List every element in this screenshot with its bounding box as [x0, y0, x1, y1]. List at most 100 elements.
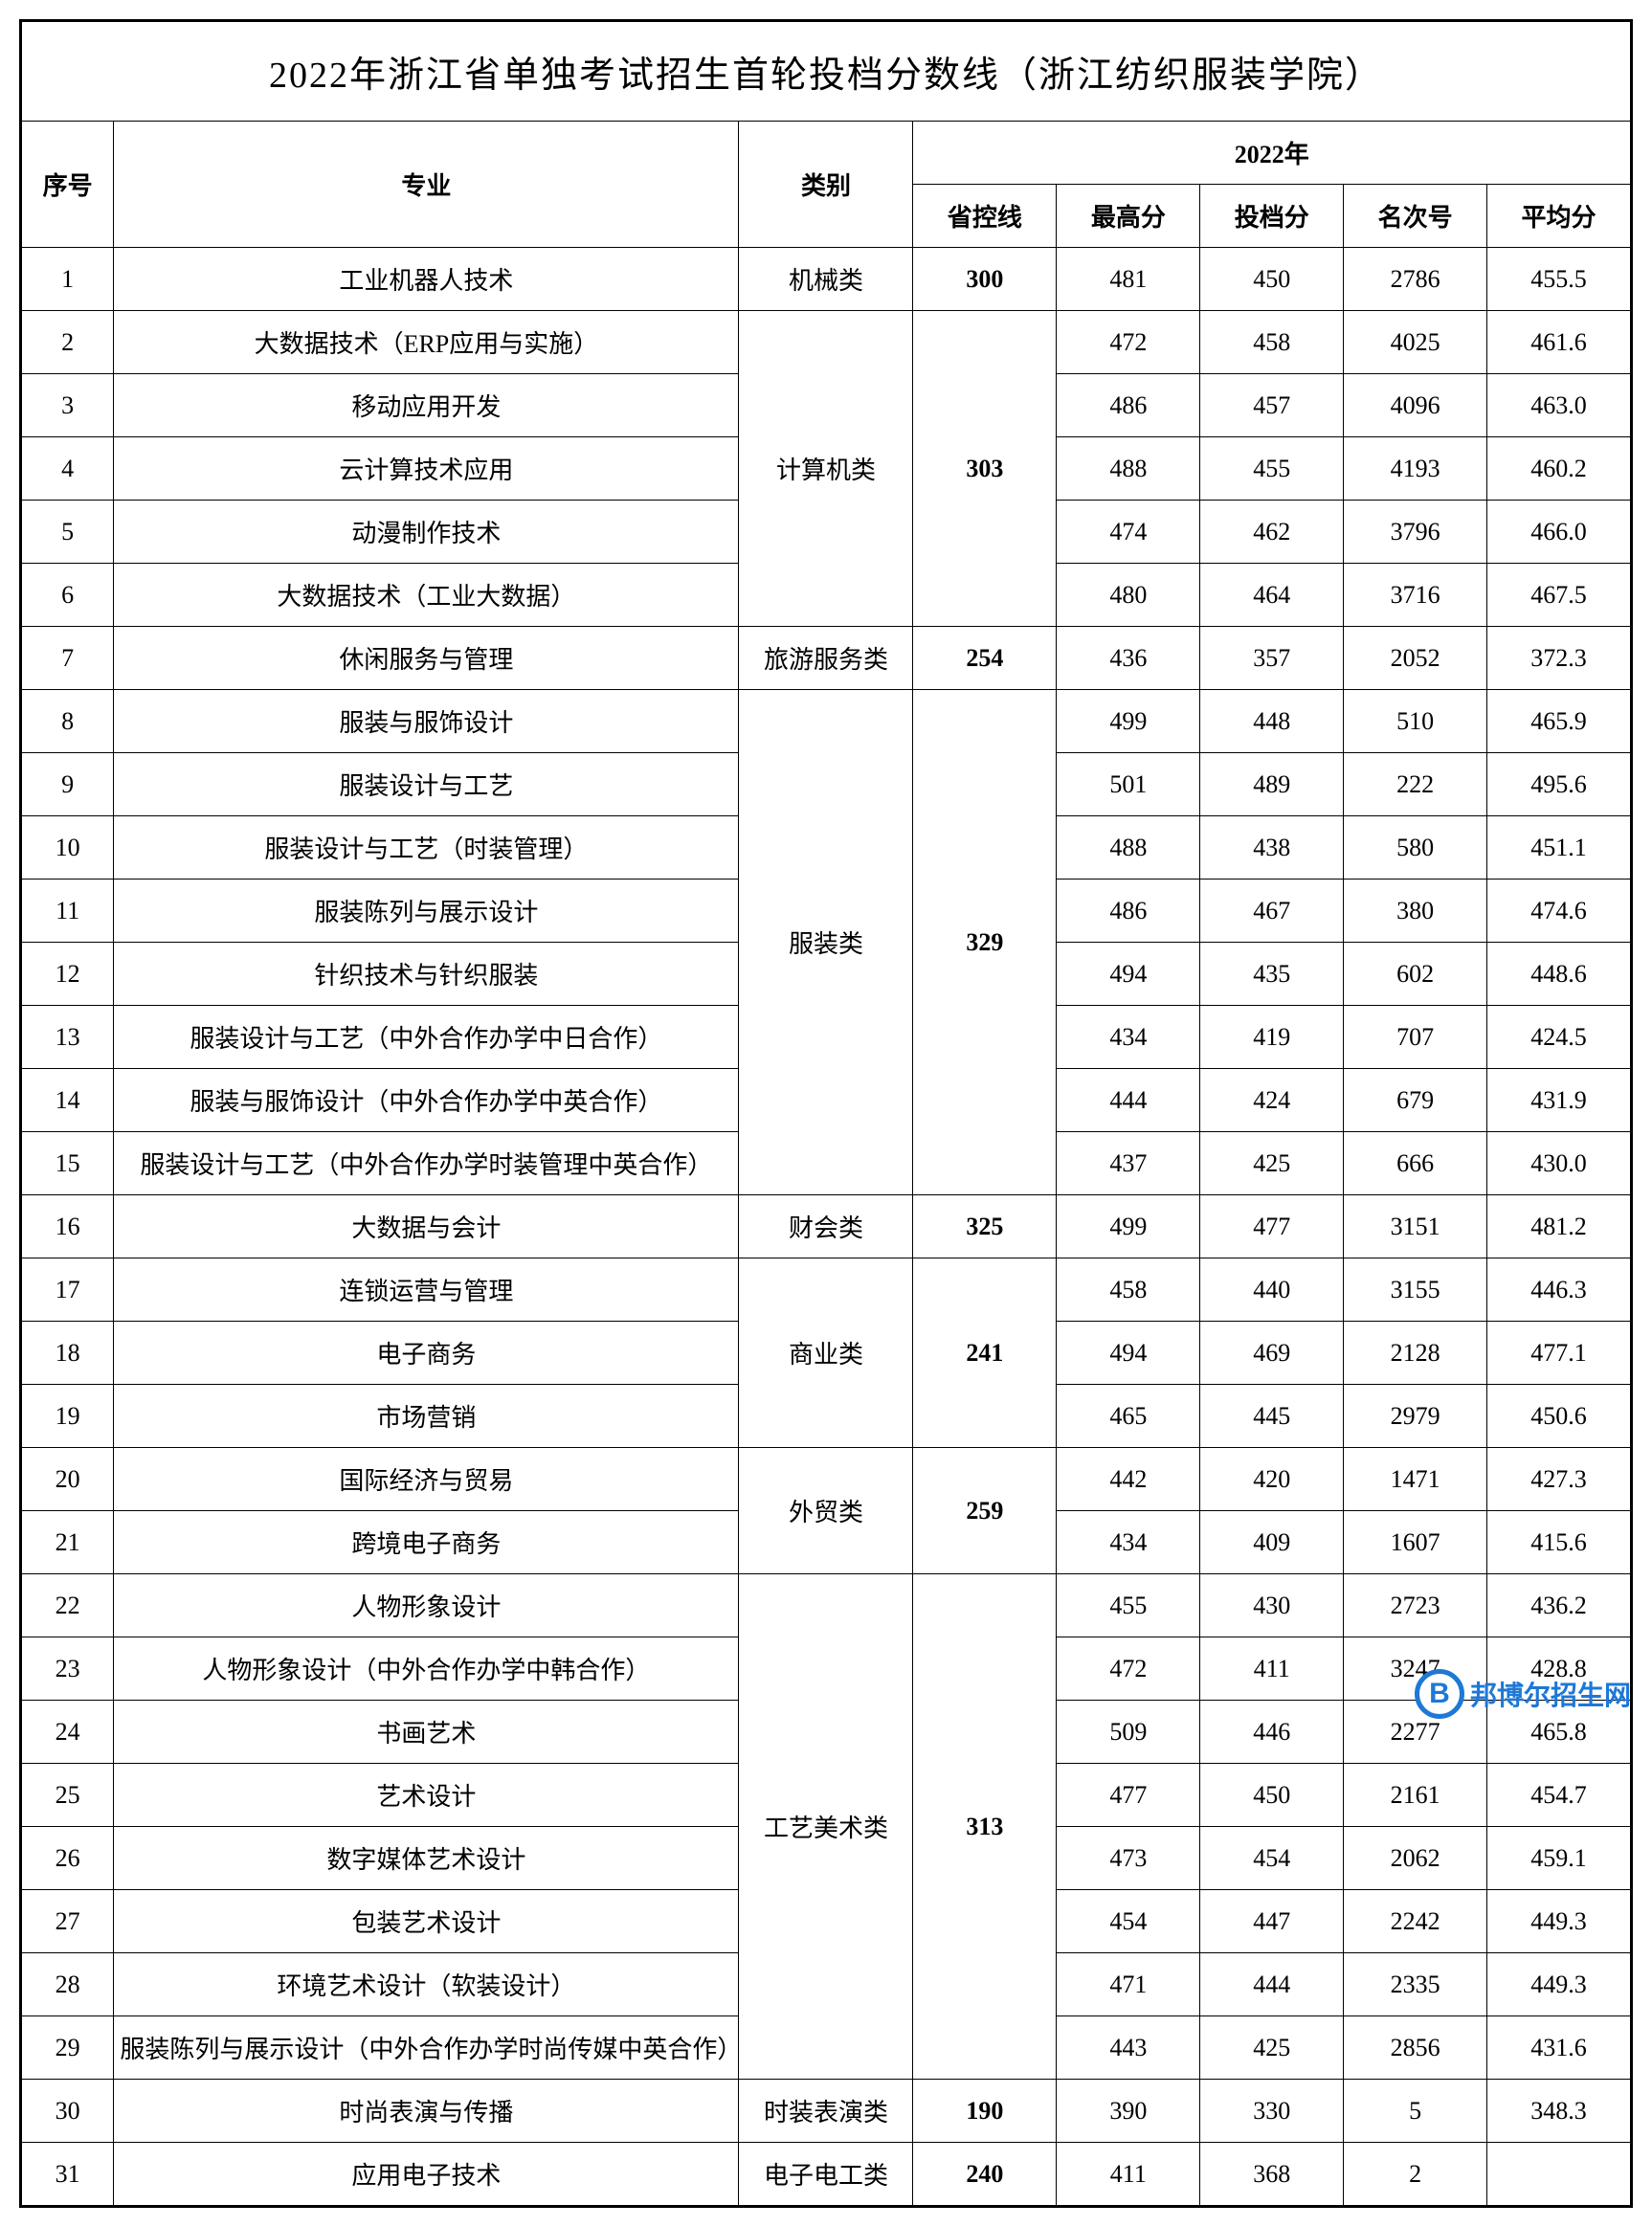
row-rank: 3247	[1344, 1637, 1487, 1701]
row-max: 411	[1057, 2143, 1200, 2206]
row-cast: 409	[1200, 1511, 1344, 1574]
row-rank: 5	[1344, 2080, 1487, 2143]
table-row: 31应用电子技术电子电工类2404113682	[22, 2143, 1631, 2206]
row-rank: 1607	[1344, 1511, 1487, 1574]
row-max: 494	[1057, 1322, 1200, 1385]
row-major: 书画艺术	[114, 1701, 739, 1764]
row-max: 454	[1057, 1890, 1200, 1953]
row-avg: 436.2	[1487, 1574, 1631, 1637]
row-index: 15	[22, 1132, 114, 1195]
row-major: 服装设计与工艺（时装管理）	[114, 816, 739, 880]
row-rank: 2723	[1344, 1574, 1487, 1637]
row-cast: 438	[1200, 816, 1344, 880]
row-avg: 451.1	[1487, 816, 1631, 880]
header-control: 省控线	[913, 185, 1057, 248]
row-rank: 2052	[1344, 627, 1487, 690]
row-index: 6	[22, 564, 114, 627]
header-category: 类别	[739, 122, 913, 248]
row-major: 服装与服饰设计（中外合作办学中英合作）	[114, 1069, 739, 1132]
row-rank: 2786	[1344, 248, 1487, 311]
row-major: 工业机器人技术	[114, 248, 739, 311]
table-row: 22人物形象设计工艺美术类3134554302723436.2	[22, 1574, 1631, 1637]
row-rank: 3796	[1344, 501, 1487, 564]
row-index: 1	[22, 248, 114, 311]
row-cast: 477	[1200, 1195, 1344, 1258]
row-major: 服装设计与工艺（中外合作办学中日合作）	[114, 1006, 739, 1069]
row-index: 10	[22, 816, 114, 880]
row-max: 486	[1057, 880, 1200, 943]
row-rank: 679	[1344, 1069, 1487, 1132]
row-max: 444	[1057, 1069, 1200, 1132]
row-cast: 448	[1200, 690, 1344, 753]
row-major: 应用电子技术	[114, 2143, 739, 2206]
row-cast: 489	[1200, 753, 1344, 816]
row-index: 13	[22, 1006, 114, 1069]
row-major: 数字媒体艺术设计	[114, 1827, 739, 1890]
row-cast: 440	[1200, 1258, 1344, 1322]
row-index: 29	[22, 2016, 114, 2080]
row-max: 509	[1057, 1701, 1200, 1764]
row-rank: 580	[1344, 816, 1487, 880]
row-avg: 428.8	[1487, 1637, 1631, 1701]
row-cast: 447	[1200, 1890, 1344, 1953]
row-max: 465	[1057, 1385, 1200, 1448]
row-category: 商业类	[739, 1258, 913, 1448]
row-max: 488	[1057, 816, 1200, 880]
row-max: 436	[1057, 627, 1200, 690]
row-rank: 2242	[1344, 1890, 1487, 1953]
row-index: 8	[22, 690, 114, 753]
row-index: 14	[22, 1069, 114, 1132]
row-max: 472	[1057, 1637, 1200, 1701]
row-rank: 510	[1344, 690, 1487, 753]
row-category: 服装类	[739, 690, 913, 1195]
header-avg: 平均分	[1487, 185, 1631, 248]
row-control: 325	[913, 1195, 1057, 1258]
row-major: 市场营销	[114, 1385, 739, 1448]
row-cast: 435	[1200, 943, 1344, 1006]
row-rank: 4096	[1344, 374, 1487, 437]
row-index: 21	[22, 1511, 114, 1574]
header-rank: 名次号	[1344, 185, 1487, 248]
row-cast: 450	[1200, 248, 1344, 311]
row-rank: 2277	[1344, 1701, 1487, 1764]
table-row: 7休闲服务与管理旅游服务类2544363572052372.3	[22, 627, 1631, 690]
row-category: 财会类	[739, 1195, 913, 1258]
row-cast: 357	[1200, 627, 1344, 690]
row-rank: 2856	[1344, 2016, 1487, 2080]
row-category: 机械类	[739, 248, 913, 311]
row-cast: 368	[1200, 2143, 1344, 2206]
row-avg: 495.6	[1487, 753, 1631, 816]
row-rank: 2062	[1344, 1827, 1487, 1890]
row-max: 434	[1057, 1511, 1200, 1574]
header-cast: 投档分	[1200, 185, 1344, 248]
row-index: 16	[22, 1195, 114, 1258]
row-avg: 348.3	[1487, 2080, 1631, 2143]
table-row: 20国际经济与贸易外贸类2594424201471427.3	[22, 1448, 1631, 1511]
row-category: 旅游服务类	[739, 627, 913, 690]
row-major: 大数据技术（工业大数据）	[114, 564, 739, 627]
row-index: 2	[22, 311, 114, 374]
table-row: 1工业机器人技术机械类3004814502786455.5	[22, 248, 1631, 311]
row-avg: 455.5	[1487, 248, 1631, 311]
row-cast: 411	[1200, 1637, 1344, 1701]
row-major: 移动应用开发	[114, 374, 739, 437]
row-index: 27	[22, 1890, 114, 1953]
row-control: 300	[913, 248, 1057, 311]
row-avg: 431.9	[1487, 1069, 1631, 1132]
row-avg: 446.3	[1487, 1258, 1631, 1322]
table-row: 8服装与服饰设计服装类329499448510465.9	[22, 690, 1631, 753]
row-major: 服装与服饰设计	[114, 690, 739, 753]
row-cast: 425	[1200, 1132, 1344, 1195]
row-avg: 454.7	[1487, 1764, 1631, 1827]
row-index: 25	[22, 1764, 114, 1827]
row-category: 外贸类	[739, 1448, 913, 1574]
row-cast: 425	[1200, 2016, 1344, 2080]
row-index: 17	[22, 1258, 114, 1322]
row-index: 4	[22, 437, 114, 501]
row-rank: 3155	[1344, 1258, 1487, 1322]
row-avg: 477.1	[1487, 1322, 1631, 1385]
row-cast: 454	[1200, 1827, 1344, 1890]
row-max: 480	[1057, 564, 1200, 627]
row-max: 442	[1057, 1448, 1200, 1511]
row-major: 时尚表演与传播	[114, 2080, 739, 2143]
